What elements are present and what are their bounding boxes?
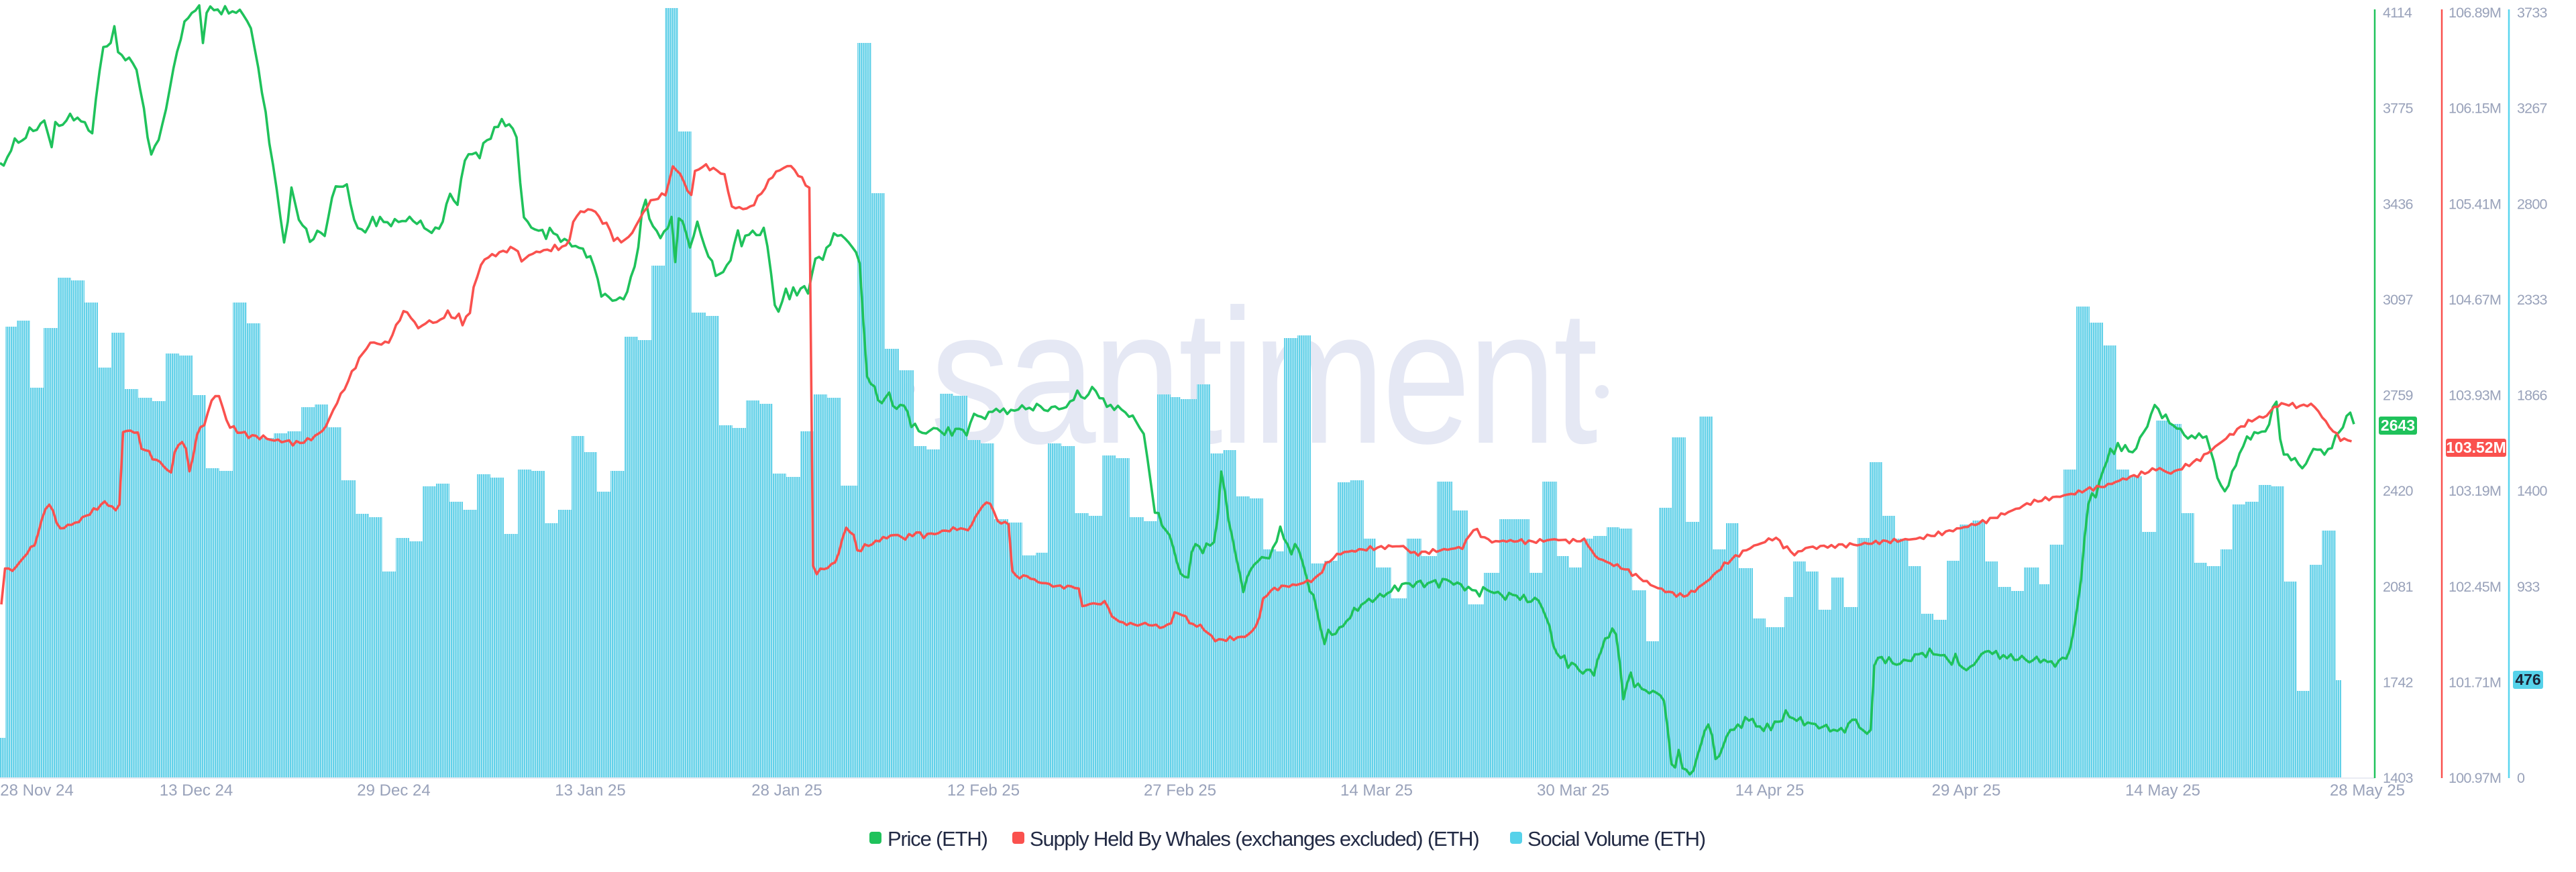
svg-text:103.93M: 103.93M bbox=[2449, 388, 2501, 404]
svg-text:29 Dec 24: 29 Dec 24 bbox=[357, 781, 430, 800]
svg-text:2800: 2800 bbox=[2517, 196, 2547, 212]
svg-text:2759: 2759 bbox=[2383, 388, 2413, 404]
svg-text:3436: 3436 bbox=[2383, 196, 2413, 212]
svg-text:106.89M: 106.89M bbox=[2449, 5, 2501, 21]
svg-text:2643: 2643 bbox=[2381, 417, 2415, 434]
svg-text:1866: 1866 bbox=[2517, 388, 2547, 404]
svg-text:28 Nov 24: 28 Nov 24 bbox=[0, 781, 73, 800]
svg-text:13 Dec 24: 13 Dec 24 bbox=[160, 781, 233, 800]
svg-text:14 Mar 25: 14 Mar 25 bbox=[1340, 781, 1413, 800]
svg-text:3097: 3097 bbox=[2383, 292, 2413, 308]
svg-text:2420: 2420 bbox=[2383, 483, 2413, 499]
svg-text:476: 476 bbox=[2515, 671, 2540, 688]
svg-text:28 May 25: 28 May 25 bbox=[2330, 781, 2405, 800]
svg-text:30 Mar 25: 30 Mar 25 bbox=[1537, 781, 1609, 800]
svg-text:14 Apr 25: 14 Apr 25 bbox=[1735, 781, 1805, 800]
svg-text:2333: 2333 bbox=[2517, 292, 2547, 308]
svg-text:santiment: santiment bbox=[930, 269, 1599, 483]
svg-text:0: 0 bbox=[2517, 770, 2525, 786]
svg-text:Supply Held By Whales (exchang: Supply Held By Whales (exchanges exclude… bbox=[1030, 827, 1479, 851]
svg-text:106.15M: 106.15M bbox=[2449, 101, 2501, 117]
svg-text:102.45M: 102.45M bbox=[2449, 579, 2501, 595]
svg-text:Price (ETH): Price (ETH) bbox=[888, 827, 987, 851]
svg-text:1742: 1742 bbox=[2383, 674, 2413, 690]
svg-text:104.67M: 104.67M bbox=[2449, 292, 2501, 308]
svg-text:12 Feb 25: 12 Feb 25 bbox=[947, 781, 1020, 800]
svg-text:4114: 4114 bbox=[2383, 5, 2412, 21]
svg-text:105.41M: 105.41M bbox=[2449, 196, 2501, 212]
svg-text:29 Apr 25: 29 Apr 25 bbox=[1932, 781, 2001, 800]
svg-text:3733: 3733 bbox=[2517, 5, 2547, 21]
svg-text:Social Volume (ETH): Social Volume (ETH) bbox=[1527, 827, 1705, 851]
svg-text:933: 933 bbox=[2517, 579, 2540, 595]
svg-text:100.97M: 100.97M bbox=[2449, 770, 2501, 786]
svg-text:27 Feb 25: 27 Feb 25 bbox=[1144, 781, 1216, 800]
svg-text:14 May 25: 14 May 25 bbox=[2125, 781, 2200, 800]
svg-text:1403: 1403 bbox=[2383, 770, 2413, 786]
svg-text:2081: 2081 bbox=[2383, 579, 2413, 595]
svg-text:3775: 3775 bbox=[2383, 101, 2413, 117]
svg-text:28 Jan 25: 28 Jan 25 bbox=[751, 781, 822, 800]
svg-text:1400: 1400 bbox=[2517, 483, 2547, 499]
svg-text:103.52M: 103.52M bbox=[2446, 439, 2506, 456]
svg-text:103.19M: 103.19M bbox=[2449, 483, 2501, 499]
svg-text:13 Jan 25: 13 Jan 25 bbox=[555, 781, 625, 800]
svg-text:101.71M: 101.71M bbox=[2449, 674, 2501, 690]
svg-text:3267: 3267 bbox=[2517, 101, 2547, 117]
